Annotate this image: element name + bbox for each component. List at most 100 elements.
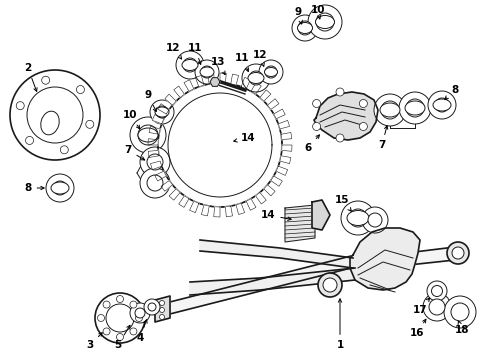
- Text: 8: 8: [445, 85, 459, 99]
- Ellipse shape: [380, 103, 400, 117]
- Polygon shape: [260, 90, 271, 101]
- Text: 6: 6: [304, 135, 319, 153]
- Circle shape: [136, 315, 143, 321]
- Polygon shape: [276, 166, 288, 175]
- Circle shape: [323, 278, 337, 292]
- Text: 11: 11: [235, 53, 249, 72]
- Circle shape: [447, 242, 469, 264]
- Circle shape: [444, 296, 476, 328]
- Polygon shape: [256, 193, 266, 204]
- Polygon shape: [225, 206, 232, 217]
- Circle shape: [399, 92, 431, 124]
- Polygon shape: [236, 203, 245, 215]
- Polygon shape: [312, 200, 330, 230]
- Polygon shape: [190, 268, 355, 295]
- Circle shape: [292, 15, 318, 41]
- Text: 7: 7: [378, 126, 388, 150]
- Polygon shape: [271, 176, 282, 186]
- Ellipse shape: [138, 128, 158, 142]
- Ellipse shape: [297, 23, 313, 33]
- Circle shape: [46, 174, 74, 202]
- Circle shape: [265, 66, 277, 78]
- Circle shape: [140, 147, 170, 177]
- Circle shape: [427, 281, 447, 301]
- Text: 9: 9: [294, 7, 302, 24]
- Circle shape: [451, 303, 469, 321]
- Circle shape: [147, 175, 163, 191]
- Circle shape: [432, 285, 442, 297]
- Circle shape: [308, 5, 342, 39]
- Polygon shape: [150, 161, 162, 170]
- Circle shape: [103, 301, 110, 308]
- Ellipse shape: [433, 99, 451, 111]
- Polygon shape: [190, 201, 199, 213]
- Polygon shape: [241, 77, 250, 89]
- Circle shape: [60, 146, 68, 154]
- Polygon shape: [201, 205, 209, 216]
- Text: 12: 12: [166, 43, 182, 59]
- Ellipse shape: [316, 15, 335, 28]
- Text: 10: 10: [123, 110, 140, 129]
- Circle shape: [160, 315, 165, 320]
- Ellipse shape: [265, 68, 277, 77]
- Polygon shape: [162, 255, 355, 316]
- Text: 9: 9: [145, 90, 156, 112]
- Circle shape: [374, 94, 406, 126]
- Circle shape: [130, 301, 137, 308]
- Circle shape: [160, 301, 165, 306]
- Circle shape: [95, 293, 145, 343]
- Polygon shape: [148, 150, 159, 158]
- Text: 13: 13: [211, 57, 225, 75]
- Circle shape: [147, 154, 163, 170]
- Polygon shape: [314, 92, 378, 140]
- Circle shape: [25, 136, 33, 144]
- Circle shape: [117, 333, 123, 341]
- Polygon shape: [268, 99, 279, 109]
- Polygon shape: [161, 181, 172, 191]
- Circle shape: [259, 60, 283, 84]
- Circle shape: [336, 134, 344, 142]
- Ellipse shape: [182, 59, 198, 71]
- Text: 14: 14: [234, 133, 255, 143]
- Ellipse shape: [347, 211, 369, 225]
- Text: 1: 1: [336, 299, 343, 350]
- Circle shape: [53, 181, 67, 195]
- Circle shape: [201, 66, 213, 78]
- Ellipse shape: [41, 111, 59, 135]
- Circle shape: [406, 99, 424, 117]
- Circle shape: [183, 58, 197, 72]
- Circle shape: [195, 60, 219, 84]
- Polygon shape: [196, 76, 204, 87]
- Polygon shape: [210, 78, 220, 86]
- Polygon shape: [264, 185, 275, 196]
- Circle shape: [98, 315, 104, 321]
- Circle shape: [86, 120, 94, 128]
- Circle shape: [156, 106, 168, 118]
- Polygon shape: [200, 240, 353, 268]
- Text: 8: 8: [24, 183, 44, 193]
- Ellipse shape: [51, 182, 69, 194]
- Circle shape: [16, 102, 24, 110]
- Circle shape: [144, 299, 160, 315]
- Ellipse shape: [155, 107, 169, 117]
- Text: 12: 12: [253, 50, 267, 66]
- Polygon shape: [179, 196, 189, 207]
- Circle shape: [130, 117, 166, 153]
- Circle shape: [10, 70, 100, 160]
- Polygon shape: [207, 73, 215, 84]
- Circle shape: [359, 122, 368, 131]
- Text: 14: 14: [261, 210, 291, 220]
- Circle shape: [138, 125, 158, 145]
- Circle shape: [42, 76, 49, 84]
- Polygon shape: [274, 109, 285, 119]
- Ellipse shape: [200, 67, 214, 77]
- Circle shape: [106, 304, 134, 332]
- Circle shape: [249, 71, 263, 85]
- Circle shape: [318, 273, 342, 297]
- Circle shape: [148, 303, 156, 311]
- Circle shape: [117, 296, 123, 302]
- Text: 4: 4: [136, 320, 147, 343]
- Polygon shape: [390, 247, 455, 267]
- Polygon shape: [155, 171, 166, 181]
- Polygon shape: [169, 189, 180, 200]
